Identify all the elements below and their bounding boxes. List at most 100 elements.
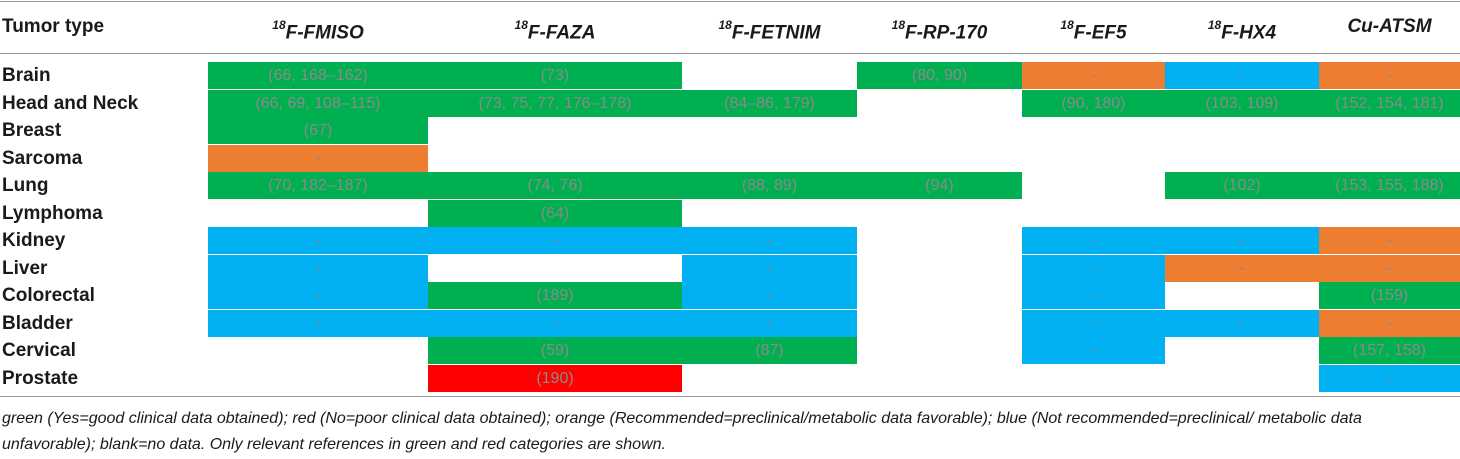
table-cell (682, 365, 857, 392)
table-cell (857, 282, 1022, 309)
table-cell: - (208, 255, 428, 282)
isotope-superscript: 18 (891, 18, 905, 32)
table-cell (1165, 365, 1319, 392)
table-cell: - (428, 310, 682, 337)
table-cell: - (428, 227, 682, 254)
tracer-header-f-fetnim: 18F-FETNIM (682, 14, 857, 44)
table-cell (1319, 200, 1460, 227)
table-cell: (84–86, 179) (682, 90, 857, 117)
table-cell: (66, 69, 108–115) (208, 90, 428, 117)
table-footnote: green (Yes=good clinical data obtained);… (2, 410, 1362, 453)
table-cell (1165, 145, 1319, 172)
tracer-header-f-rp-170: 18F-RP-170 (857, 14, 1022, 44)
table-cell (682, 117, 857, 144)
table-cell (857, 337, 1022, 364)
table-bottom-rule (0, 396, 1460, 397)
table-cell (428, 117, 682, 144)
header-bottom-rule (0, 53, 1460, 54)
tumor-type-label: Breast (2, 120, 62, 141)
tumor-type-label: Lung (2, 175, 49, 196)
table-cell (1022, 365, 1165, 392)
isotope-superscript: 18 (718, 18, 732, 32)
tracer-name: F-FETNIM (731, 22, 821, 44)
table-cell: (102) (1165, 172, 1319, 199)
table-cell: (103, 109) (1165, 90, 1319, 117)
tracer-name: F-EF5 (1073, 22, 1127, 44)
table-cell (857, 145, 1022, 172)
table-cell: (73, 75, 77, 176–178) (428, 90, 682, 117)
table-cell (857, 90, 1022, 117)
table-top-rule (0, 1, 1460, 2)
table-cell (1165, 200, 1319, 227)
tumor-type-label: Bladder (2, 313, 73, 334)
table-cell: - (1022, 255, 1165, 282)
tumor-type-label: Colorectal (2, 285, 95, 306)
table-cell: (190) (428, 365, 682, 392)
table-cell: (157, 158) (1319, 337, 1460, 364)
table-cell (857, 365, 1022, 392)
table-cell: - (1319, 62, 1460, 89)
tracer-header-f-ef5: 18F-EF5 (1022, 14, 1165, 44)
tumor-type-label: Brain (2, 65, 51, 86)
table-cell (857, 117, 1022, 144)
tracer-header-cu-atsm: Cu-ATSM (1319, 14, 1460, 40)
table-cell (857, 255, 1022, 282)
table-cell: - (1319, 227, 1460, 254)
table-cell: - (1319, 365, 1460, 392)
table-cell: (73) (428, 62, 682, 89)
table-cell (428, 145, 682, 172)
table-cell (857, 310, 1022, 337)
table-cell (1165, 282, 1319, 309)
table-cell (1022, 172, 1165, 199)
table-cell (682, 62, 857, 89)
table-cell: - (682, 255, 857, 282)
tumor-type-label: Sarcoma (2, 148, 83, 169)
table-cell: - (1022, 337, 1165, 364)
tracer-header-f-hx4: 18F-HX4 (1165, 14, 1319, 44)
table-cell: (59) (428, 337, 682, 364)
table-cell (1319, 117, 1460, 144)
tumor-type-label: Prostate (2, 368, 79, 389)
isotope-superscript: 18 (272, 18, 286, 32)
table-cell (682, 200, 857, 227)
table-cell (208, 365, 428, 392)
tracer-name: F-FAZA (527, 22, 596, 44)
table-cell: (189) (428, 282, 682, 309)
tumor-type-label: Head and Neck (2, 93, 139, 114)
table-cell: (90, 180) (1022, 90, 1165, 117)
table-cell (1022, 200, 1165, 227)
table-cell: - (682, 282, 857, 309)
table-cell: - (1319, 310, 1460, 337)
table-cell (682, 145, 857, 172)
table-cell: - (208, 310, 428, 337)
table-cell: (74, 76) (428, 172, 682, 199)
table-cell (1165, 337, 1319, 364)
table-cell: (159) (1319, 282, 1460, 309)
table-cell: - (1165, 255, 1319, 282)
tracer-name: Cu-ATSM (1347, 16, 1432, 37)
table-cell: - (1022, 62, 1165, 89)
table-cell: (64) (428, 200, 682, 227)
tracer-header-f-fmiso: 18F-FMISO (208, 14, 428, 44)
tumor-type-label: Cervical (2, 340, 76, 361)
table-cell (857, 200, 1022, 227)
tracer-name: F-RP-170 (905, 22, 988, 44)
table-cell (1165, 117, 1319, 144)
table-cell: - (1022, 227, 1165, 254)
tracer-name: F-FMISO (285, 22, 364, 44)
table-cell: (67) (208, 117, 428, 144)
table-cell: (66, 168–162) (208, 62, 428, 89)
table-cell: (80, 90) (857, 62, 1022, 89)
table-cell: - (1165, 227, 1319, 254)
table-cell: (94) (857, 172, 1022, 199)
table-cell (208, 200, 428, 227)
table-cell: - (208, 282, 428, 309)
tumor-type-label: Kidney (2, 230, 66, 251)
tracer-name: F-HX4 (1221, 22, 1277, 44)
table-cell: - (1022, 282, 1165, 309)
table-cell (1022, 145, 1165, 172)
table-cell (857, 227, 1022, 254)
isotope-superscript: 18 (514, 18, 528, 32)
table-cell: - (682, 310, 857, 337)
isotope-superscript: 18 (1207, 18, 1222, 32)
